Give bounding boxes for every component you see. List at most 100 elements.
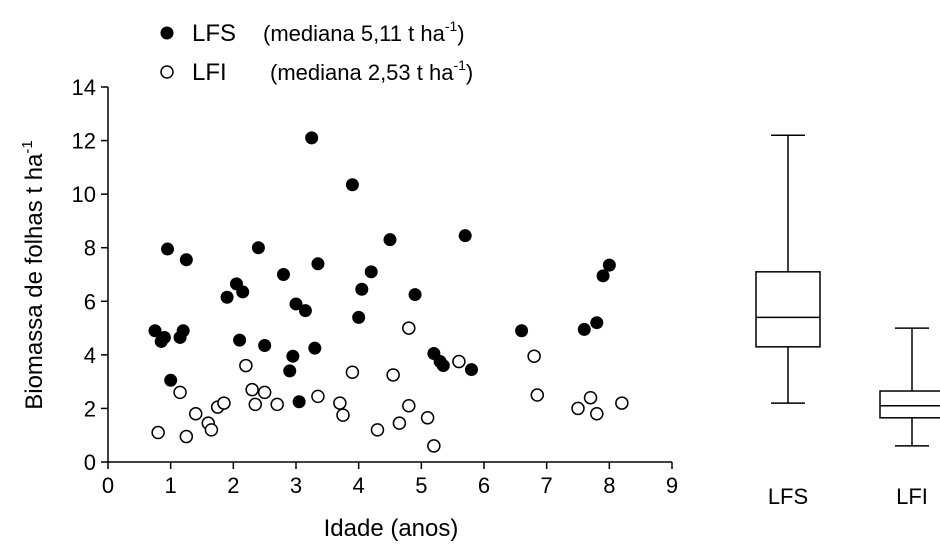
scatter-axes — [107, 87, 672, 463]
data-point-lfs — [233, 333, 247, 347]
scatter-points — [148, 131, 629, 453]
data-point-lfs — [179, 253, 193, 267]
data-point-lfs — [251, 241, 265, 255]
legend-label-lfi: LFI — [192, 59, 227, 86]
y-ticks: 0 2 4 6 8 10 12 14 — [72, 75, 108, 475]
data-point-lfs — [596, 269, 610, 283]
y-tick-label: 0 — [84, 450, 96, 475]
legend: LFS (mediana 5,11 t ha-1) LFI (mediana 2… — [160, 18, 473, 86]
data-point-lfi — [239, 358, 253, 373]
x-tick-label: 7 — [541, 473, 553, 498]
data-point-lfi — [217, 396, 231, 410]
data-point-lfs — [364, 265, 378, 279]
box-plots — [755, 134, 940, 447]
data-point-lfs — [464, 363, 478, 377]
data-point-lfs — [157, 330, 171, 344]
y-tick-label: 6 — [84, 289, 96, 314]
x-tick-label: 0 — [102, 473, 114, 498]
data-point-lfs — [515, 324, 529, 338]
x-tick-label: 5 — [415, 473, 427, 498]
data-point-lfs — [236, 285, 250, 299]
data-point-lfi — [527, 349, 541, 363]
data-point-lfi — [188, 407, 203, 421]
legend-marker-lfi — [160, 65, 174, 79]
data-point-lfi — [615, 396, 629, 410]
data-point-lfi — [530, 388, 545, 402]
data-point-lfs — [258, 338, 272, 352]
data-point-lfi — [583, 390, 598, 405]
y-axis-title: Biomassa de folhas t ha-1 — [19, 140, 48, 410]
data-point-lfi — [245, 382, 259, 397]
data-point-lfi — [402, 399, 416, 413]
data-point-lfs — [383, 233, 397, 247]
y-tick-label: 4 — [84, 343, 96, 368]
data-point-lfs — [308, 341, 322, 355]
box-labels: LFS LFI — [768, 484, 928, 509]
data-point-lfs — [311, 257, 325, 271]
data-point-lfi — [402, 321, 416, 335]
data-point-lfs — [289, 297, 303, 311]
data-point-lfs — [408, 288, 422, 302]
data-point-lfi — [257, 385, 272, 400]
box-lfi-iqr — [879, 390, 940, 419]
data-point-lfs — [345, 178, 359, 192]
data-point-lfs — [602, 258, 616, 272]
data-point-lfs — [176, 324, 190, 338]
y-tick-label: 10 — [72, 182, 96, 207]
data-point-lfs — [436, 359, 450, 373]
data-point-lfi — [151, 425, 165, 440]
data-point-lfs — [305, 131, 319, 145]
data-point-lfs — [355, 282, 369, 296]
data-point-lfi — [590, 407, 604, 421]
y-tick-label: 14 — [72, 75, 96, 100]
box-label-lfi: LFI — [896, 484, 928, 509]
box-label-lfs: LFS — [768, 484, 808, 509]
data-point-lfi — [386, 368, 400, 382]
x-tick-label: 3 — [290, 473, 302, 498]
data-point-lfs — [286, 349, 300, 363]
data-point-lfs — [292, 395, 306, 409]
data-point-lfs — [458, 229, 472, 243]
data-point-lfi — [345, 365, 360, 380]
data-point-lfs — [164, 373, 178, 387]
y-tick-label: 12 — [72, 129, 96, 154]
x-ticks: 0 1 2 3 4 5 6 7 8 9 — [102, 462, 678, 498]
data-point-lfi — [336, 408, 350, 422]
box-lfs-iqr — [755, 271, 821, 348]
data-point-lfi — [420, 411, 435, 425]
data-point-lfi — [173, 385, 187, 400]
data-point-lfi — [452, 354, 466, 369]
data-point-lfs — [577, 322, 591, 336]
data-point-lfi — [270, 397, 284, 412]
x-tick-label: 1 — [165, 473, 177, 498]
data-point-lfi — [311, 389, 325, 404]
data-point-lfs — [590, 316, 604, 330]
data-point-lfi — [204, 423, 219, 437]
x-tick-label: 6 — [478, 473, 490, 498]
data-point-lfs — [148, 324, 162, 338]
data-point-lfs — [352, 310, 366, 324]
data-point-lfi — [248, 397, 263, 412]
x-tick-label: 9 — [666, 473, 678, 498]
data-point-lfi — [392, 416, 407, 430]
data-point-lfi — [427, 439, 441, 453]
data-point-lfs — [161, 242, 175, 256]
y-tick-label: 8 — [84, 236, 96, 261]
legend-label-lfs: LFS — [192, 20, 236, 47]
x-tick-label: 4 — [353, 473, 365, 498]
data-point-lfi — [179, 429, 194, 444]
data-point-lfs — [276, 268, 290, 281]
x-tick-label: 2 — [227, 473, 239, 498]
legend-marker-lfs — [160, 26, 174, 40]
x-tick-label: 8 — [603, 473, 615, 498]
data-point-lfi — [571, 401, 585, 416]
x-axis-title: Idade (anos) — [324, 515, 459, 542]
data-point-lfs — [298, 304, 312, 318]
data-point-lfi — [370, 423, 385, 437]
y-tick-label: 2 — [84, 396, 96, 421]
data-point-lfi — [333, 396, 347, 410]
data-point-lfs — [220, 290, 234, 304]
legend-note-lfs: (mediana 5,11 t ha-1) — [263, 18, 465, 46]
data-point-lfs — [283, 364, 297, 378]
